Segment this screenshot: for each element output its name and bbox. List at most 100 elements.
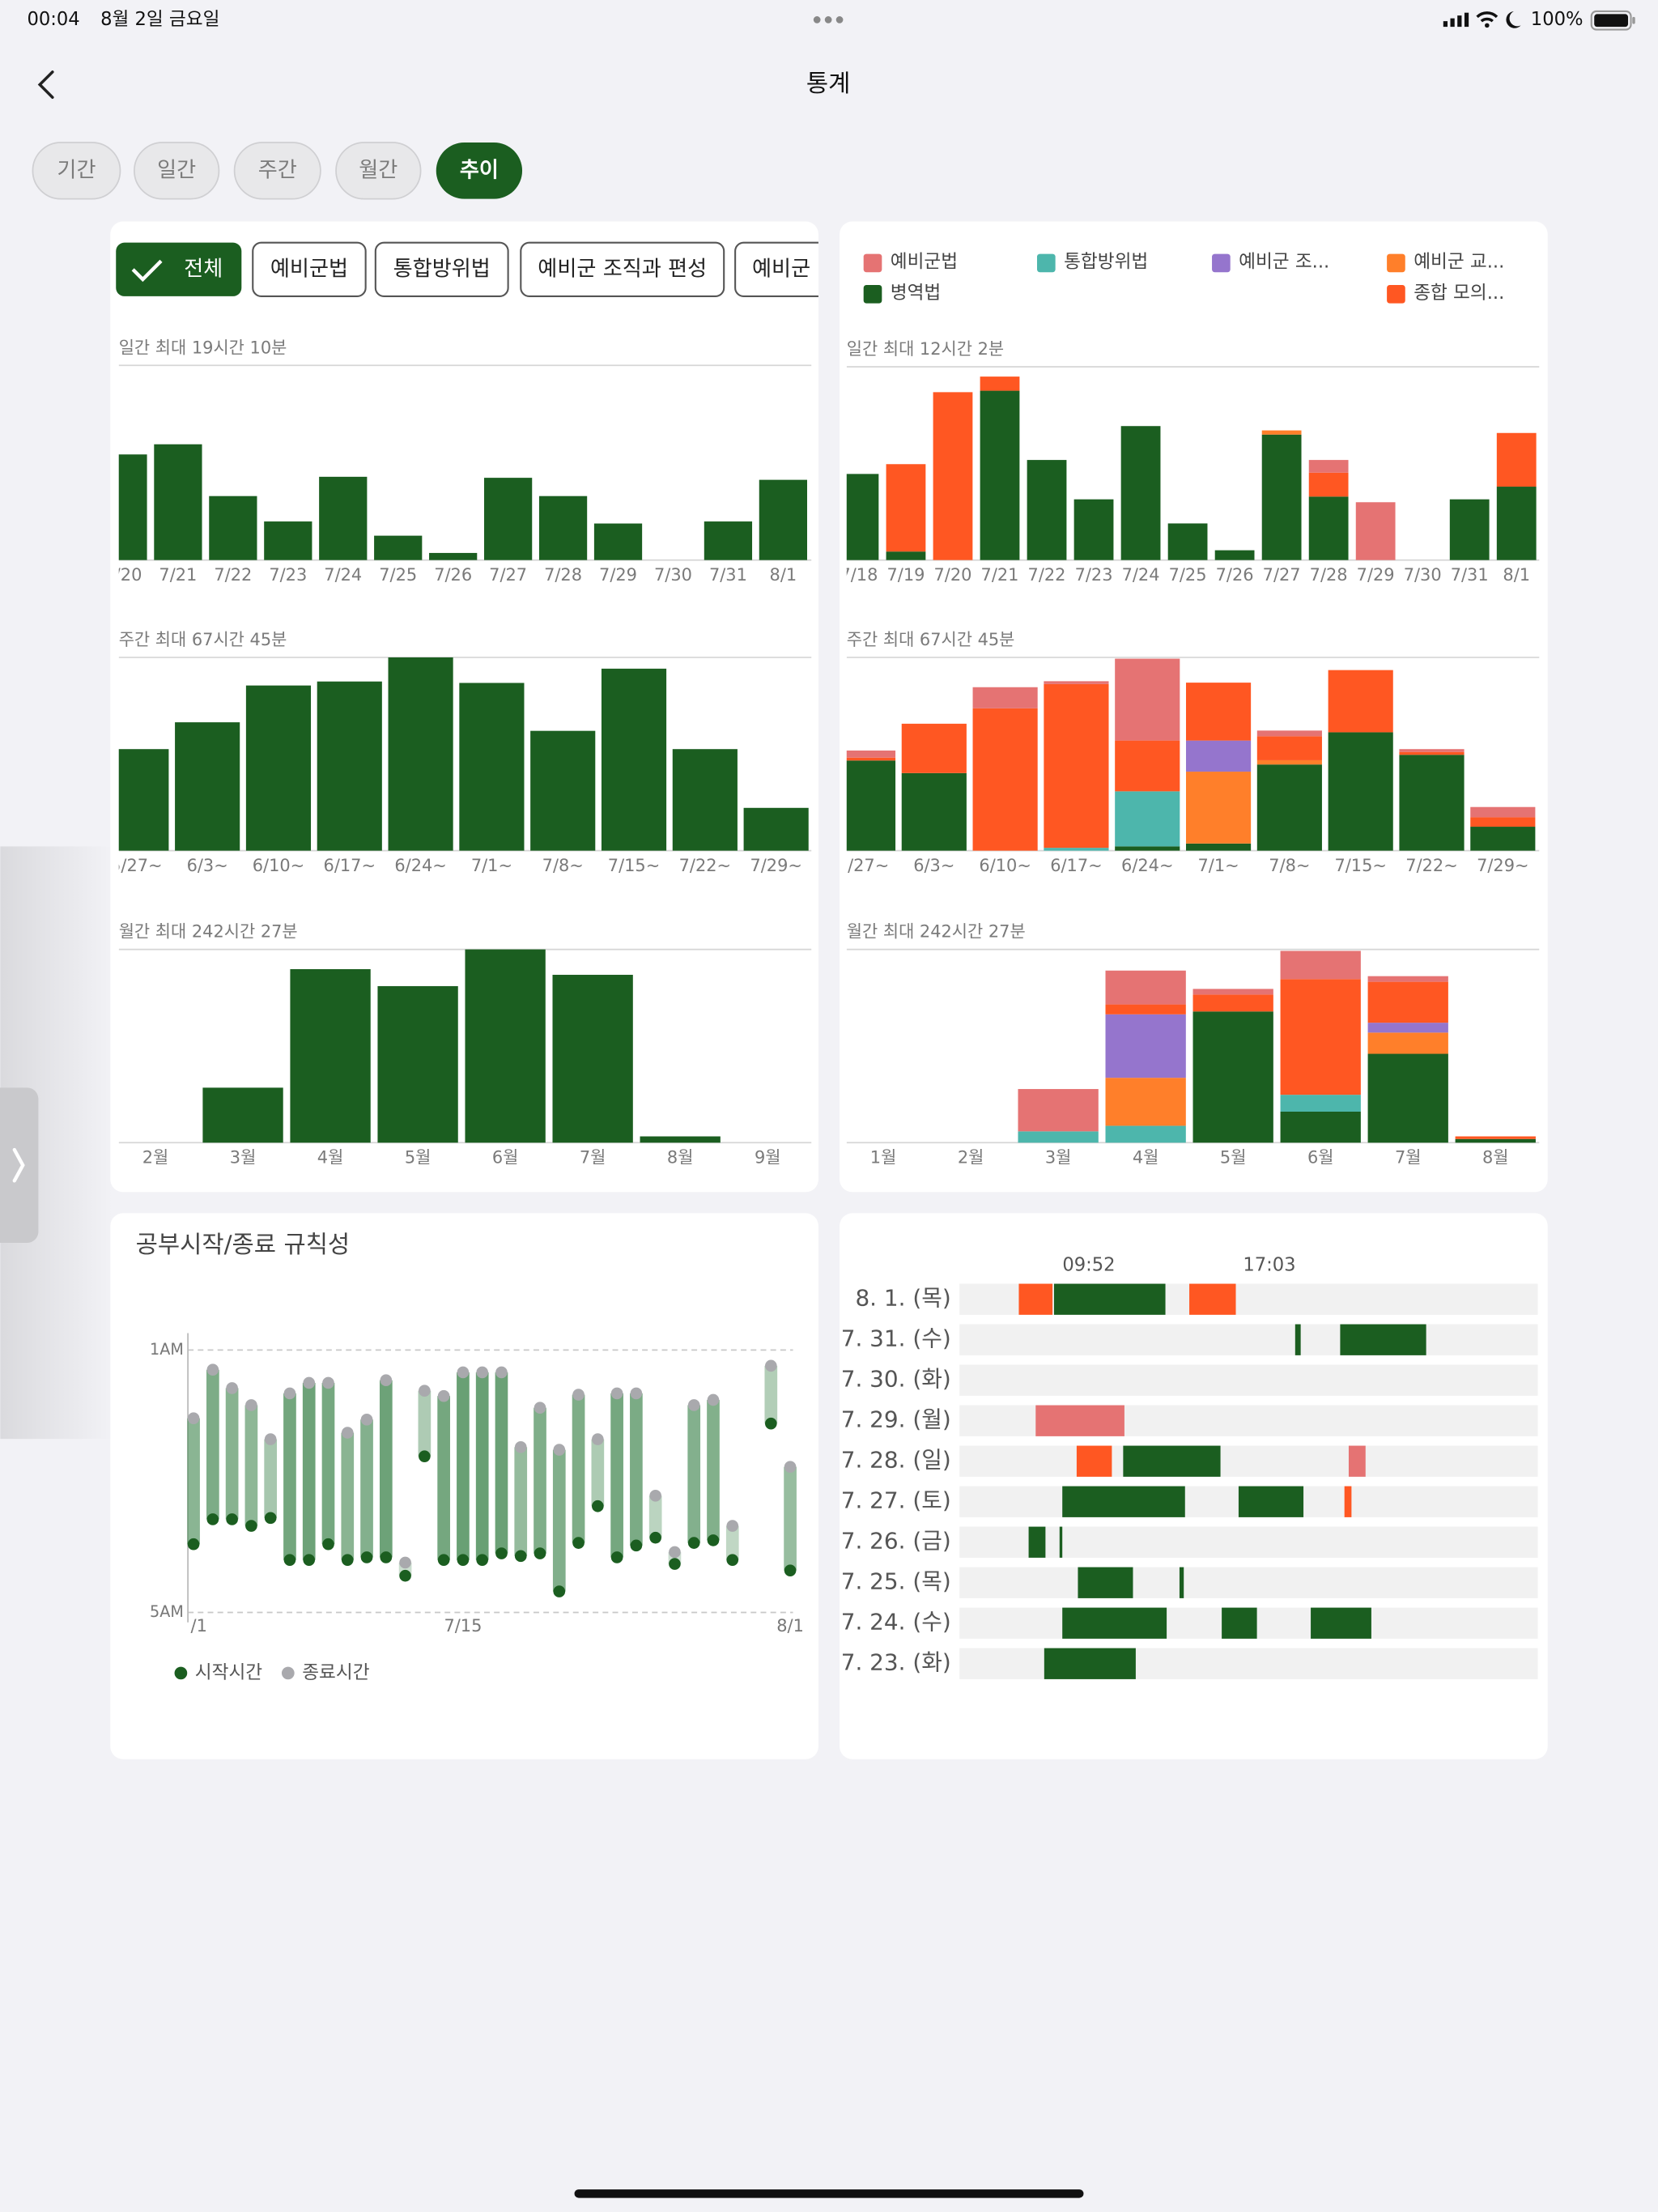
bar: [209, 496, 257, 560]
end-dot: [206, 1363, 219, 1376]
regularity-chart: 공부시작/종료 규칙성 5AM 1AM 7/1 7/15 8/1 시작시간 종료시간: [136, 1231, 804, 1683]
filter-chip[interactable]: [520, 241, 725, 297]
row-label: 7. 31. (수): [841, 1325, 951, 1352]
bar-segment: [886, 464, 926, 552]
start-dot: [283, 1554, 296, 1567]
x-tick-label: 6/3~: [187, 856, 228, 875]
wifi-icon: [1476, 11, 1499, 23]
filter-chip-label: 예비군: [752, 257, 810, 281]
legend-swatch: [1036, 253, 1056, 273]
bar-segment: [1355, 502, 1396, 560]
filter-chip[interactable]: [116, 242, 242, 296]
range-bar: [187, 1418, 200, 1545]
row-track: [959, 1364, 1538, 1396]
row-track: [959, 1526, 1538, 1558]
start-dot: [341, 1554, 354, 1567]
x-tick-label: 7/15: [444, 1616, 482, 1636]
bar: [743, 807, 809, 851]
x-tick-label: 8/1: [776, 1616, 804, 1636]
bar-segment: [1399, 755, 1465, 851]
status-time: 00:04: [27, 9, 79, 30]
legend-label: 종료시간: [302, 1662, 369, 1683]
filter-chip-label: 통합방위법: [393, 257, 491, 281]
range-bar: [725, 1525, 739, 1560]
filter-chip[interactable]: [252, 241, 367, 297]
bar-segment: [1256, 759, 1322, 765]
bar-segment: [1399, 751, 1465, 755]
study-segment: [1078, 1567, 1133, 1598]
x-tick-label: 7/29~: [1477, 856, 1528, 875]
x-tick-label: 2월: [142, 1147, 169, 1167]
bar: [374, 535, 423, 560]
bar: [640, 1136, 721, 1143]
tab[interactable]: [32, 142, 121, 200]
x-tick-label: 6/24~: [1121, 856, 1173, 875]
bar-segment: [1185, 683, 1252, 741]
start-dot: [380, 1551, 393, 1563]
y-tick-label: 1AM: [150, 1340, 184, 1359]
bar-segment: [1044, 683, 1109, 849]
bar-segment: [1455, 1138, 1536, 1143]
tab[interactable]: [233, 142, 321, 200]
x-tick-label: 6/24~: [394, 856, 446, 875]
row-track: [959, 1445, 1538, 1477]
bar-segment: [1115, 846, 1180, 851]
total-charts: 일간 최대 19시간 10분 7/20 7/21 7/22 7/23 7/24 7/25 7/…: [110, 338, 812, 1167]
bar-segment: [1120, 426, 1161, 560]
home-indicator[interactable]: [574, 2189, 1084, 2198]
x-tick-label: 7/28: [1310, 565, 1348, 585]
bar-segment: [1256, 764, 1322, 851]
filter-chip[interactable]: [734, 241, 848, 297]
filter-chip[interactable]: [374, 241, 509, 297]
filter-chips: 전체 예비군법 통합방위법 예비군 조직과 편성 예비군: [116, 241, 848, 297]
legend-label: 예비군법: [891, 252, 958, 273]
back-button[interactable]: [37, 70, 54, 99]
start-dot: [534, 1547, 546, 1559]
x-tick-label: 6월: [492, 1147, 519, 1167]
legend: 예비군법 통합방위법 예비군 조... 예비군 교... 병역법 종합 모의...: [863, 252, 1504, 304]
check-icon: [131, 259, 163, 283]
range-bar: [514, 1447, 528, 1556]
x-tick-label: 7/29: [599, 565, 637, 585]
end-dot: [534, 1402, 546, 1414]
x-tick-label: 8/1: [1503, 565, 1530, 585]
battery-tip: [1632, 16, 1635, 24]
end-dot: [226, 1382, 238, 1394]
tab[interactable]: [436, 142, 523, 199]
x-tick-label: 5/27~: [110, 856, 162, 875]
start-dot: [437, 1554, 450, 1567]
end-dot: [341, 1427, 354, 1439]
x-tick-label: 7/31: [709, 565, 747, 585]
bar-segment: [1280, 1095, 1361, 1112]
end-dot: [707, 1393, 720, 1406]
x-tick-label: 7/18: [840, 565, 878, 585]
bar-segment: [1328, 670, 1393, 733]
multitask-dots[interactable]: [813, 16, 844, 23]
chart-subtitle: 월간 최대 242시간 27분: [847, 922, 1026, 942]
end-dot: [572, 1389, 585, 1401]
x-tick-label: 7월: [1395, 1147, 1422, 1167]
x-tick-label: 7/29: [1357, 565, 1395, 585]
start-dot: [476, 1554, 489, 1567]
end-dot: [322, 1376, 334, 1389]
range-bar: [610, 1393, 623, 1558]
tab[interactable]: [134, 142, 220, 200]
side-handle[interactable]: [0, 1087, 39, 1244]
x-tick-label: 8/1: [770, 565, 797, 585]
bar-segment: [1018, 1131, 1099, 1143]
bar-segment: [901, 772, 967, 851]
end-dot: [380, 1374, 393, 1387]
end-dot: [687, 1399, 700, 1411]
bar-segment: [1308, 496, 1349, 560]
range-bar: [534, 1407, 546, 1554]
range-bar: [341, 1432, 355, 1560]
study-segment: [1076, 1445, 1112, 1477]
start-dot: [245, 1520, 257, 1532]
bar-segment: [1367, 1053, 1448, 1143]
bar: [118, 454, 147, 560]
tab[interactable]: [335, 142, 422, 200]
bar: [317, 681, 382, 851]
end-dot: [764, 1359, 777, 1372]
x-tick-label: 1월: [870, 1147, 897, 1167]
bar-segment: [1027, 460, 1067, 560]
